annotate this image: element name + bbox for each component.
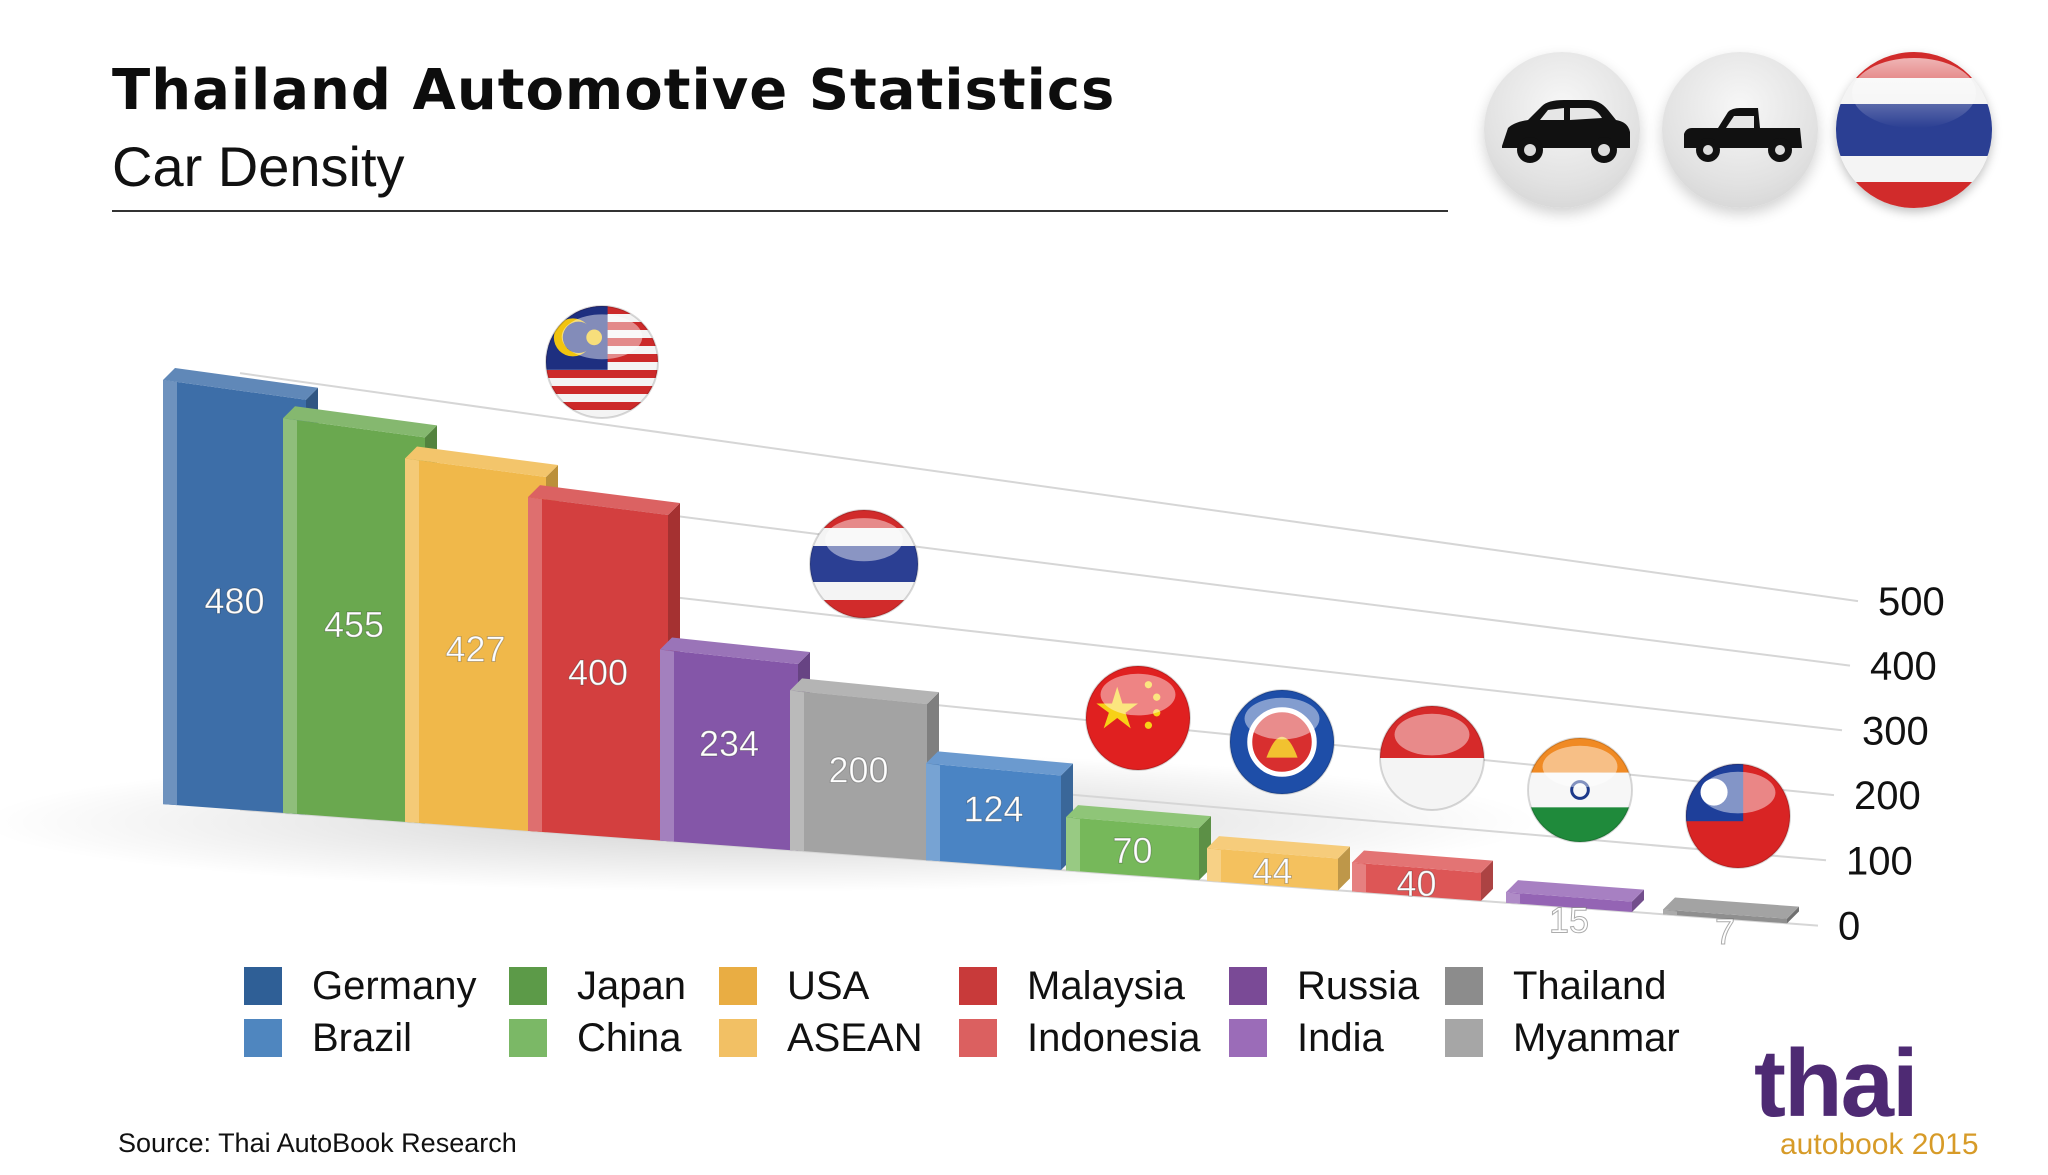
legend-item: Malaysia [959, 963, 1229, 1008]
y-tick-label: 300 [1862, 709, 1929, 753]
gridline [239, 372, 1859, 603]
legend-item: Japan [509, 963, 719, 1008]
source-note: Source: Thai AutoBook Research [118, 1128, 517, 1158]
thailand-flag-icon [809, 509, 919, 619]
legend-swatch [719, 967, 757, 1005]
bar-value-label: 44 [1252, 850, 1292, 891]
y-tick-label: 200 [1854, 774, 1921, 818]
bar-value-label: 234 [699, 723, 759, 764]
legend-item: ASEAN [719, 1015, 959, 1060]
bar-value-label: 15 [1549, 900, 1589, 941]
title-divider [112, 210, 1448, 212]
legend-swatch [719, 1019, 757, 1057]
legend-swatch [244, 967, 282, 1005]
bar-value-label: 70 [1112, 830, 1152, 871]
pickup-truck-icon [1662, 52, 1818, 208]
brand-logo-word: thai [1754, 1030, 1919, 1137]
y-tick-label: 500 [1878, 580, 1945, 624]
legend-item: Brazil [244, 1015, 509, 1060]
legend-label: Malaysia [1027, 963, 1185, 1008]
bar-brazil: 124 [926, 751, 1073, 871]
legend-item: India [1229, 1015, 1445, 1060]
legend-item: Myanmar [1445, 1015, 1685, 1060]
thailand-flag-icon [1836, 52, 1992, 208]
legend-label: Brazil [312, 1015, 413, 1060]
india-flag-icon [1527, 737, 1633, 843]
malaysia-flag-icon [545, 305, 659, 419]
legend-swatch [959, 967, 997, 1005]
bar-indonesia: 40 [1352, 850, 1493, 904]
legend-label: ASEAN [787, 1015, 923, 1060]
bar-germany: 480 [163, 367, 318, 815]
page-subtitle: Car Density [112, 135, 405, 198]
legend-label: Myanmar [1513, 1015, 1680, 1060]
bar-russia: 234 [660, 637, 810, 851]
asean-flag-icon [1229, 689, 1335, 795]
indonesia-flag-icon [1379, 705, 1485, 811]
legend-item: Germany [244, 963, 509, 1008]
sedan-car-icon [1484, 52, 1640, 208]
legend-label: USA [787, 963, 870, 1008]
myanmar-flag-icon [1685, 763, 1791, 869]
legend-swatch [1229, 967, 1267, 1005]
bar-value-label: 427 [445, 628, 505, 669]
chart-legend: Germany Japan USA Malaysia Russia Thailand Bra… [244, 963, 1685, 1060]
y-tick-label: 0 [1838, 905, 1860, 949]
bar-india: 15 [1506, 880, 1644, 941]
y-tick-label: 400 [1870, 645, 1937, 689]
legend-swatch [509, 1019, 547, 1057]
bar-value-label: 7 [1715, 911, 1735, 952]
legend-swatch [509, 967, 547, 1005]
page-title: Thailand Automotive Statistics [112, 58, 1116, 123]
legend-swatch [244, 1019, 282, 1057]
legend-label: Japan [577, 963, 686, 1008]
bar-myanmar: 7 [1663, 897, 1799, 953]
brand-logo-subtitle: autobook 2015 [1780, 1128, 1979, 1161]
legend-label: Russia [1297, 963, 1420, 1008]
bar-value-label: 124 [963, 789, 1023, 830]
bar-asean: 44 [1207, 836, 1350, 892]
legend-label: Germany [312, 963, 477, 1008]
bar-value-label: 40 [1396, 863, 1436, 904]
y-tick-label: 100 [1846, 839, 1913, 883]
legend-label: China [577, 1015, 682, 1060]
bar-value-label: 200 [828, 749, 888, 790]
bar-value-label: 400 [568, 652, 628, 693]
legend-swatch [1445, 967, 1483, 1005]
bar-thailand: 200 [790, 678, 939, 861]
legend-swatch [1445, 1019, 1483, 1057]
bar-malaysia: 400 [528, 485, 680, 842]
legend-item: Thailand [1445, 963, 1685, 1008]
legend-label: Thailand [1513, 963, 1667, 1008]
legend-label: Indonesia [1027, 1015, 1201, 1060]
china-flag-icon [1085, 665, 1191, 771]
legend-item: China [509, 1015, 719, 1060]
bar-china: 70 [1066, 805, 1211, 881]
legend-item: Indonesia [959, 1015, 1229, 1060]
legend-swatch [1229, 1019, 1267, 1057]
legend-item: USA [719, 963, 959, 1008]
legend-swatch [959, 1019, 997, 1057]
bar-value-label: 480 [204, 581, 264, 622]
legend-item: Russia [1229, 963, 1445, 1008]
legend-label: India [1297, 1015, 1384, 1060]
bar-value-label: 455 [324, 604, 384, 645]
